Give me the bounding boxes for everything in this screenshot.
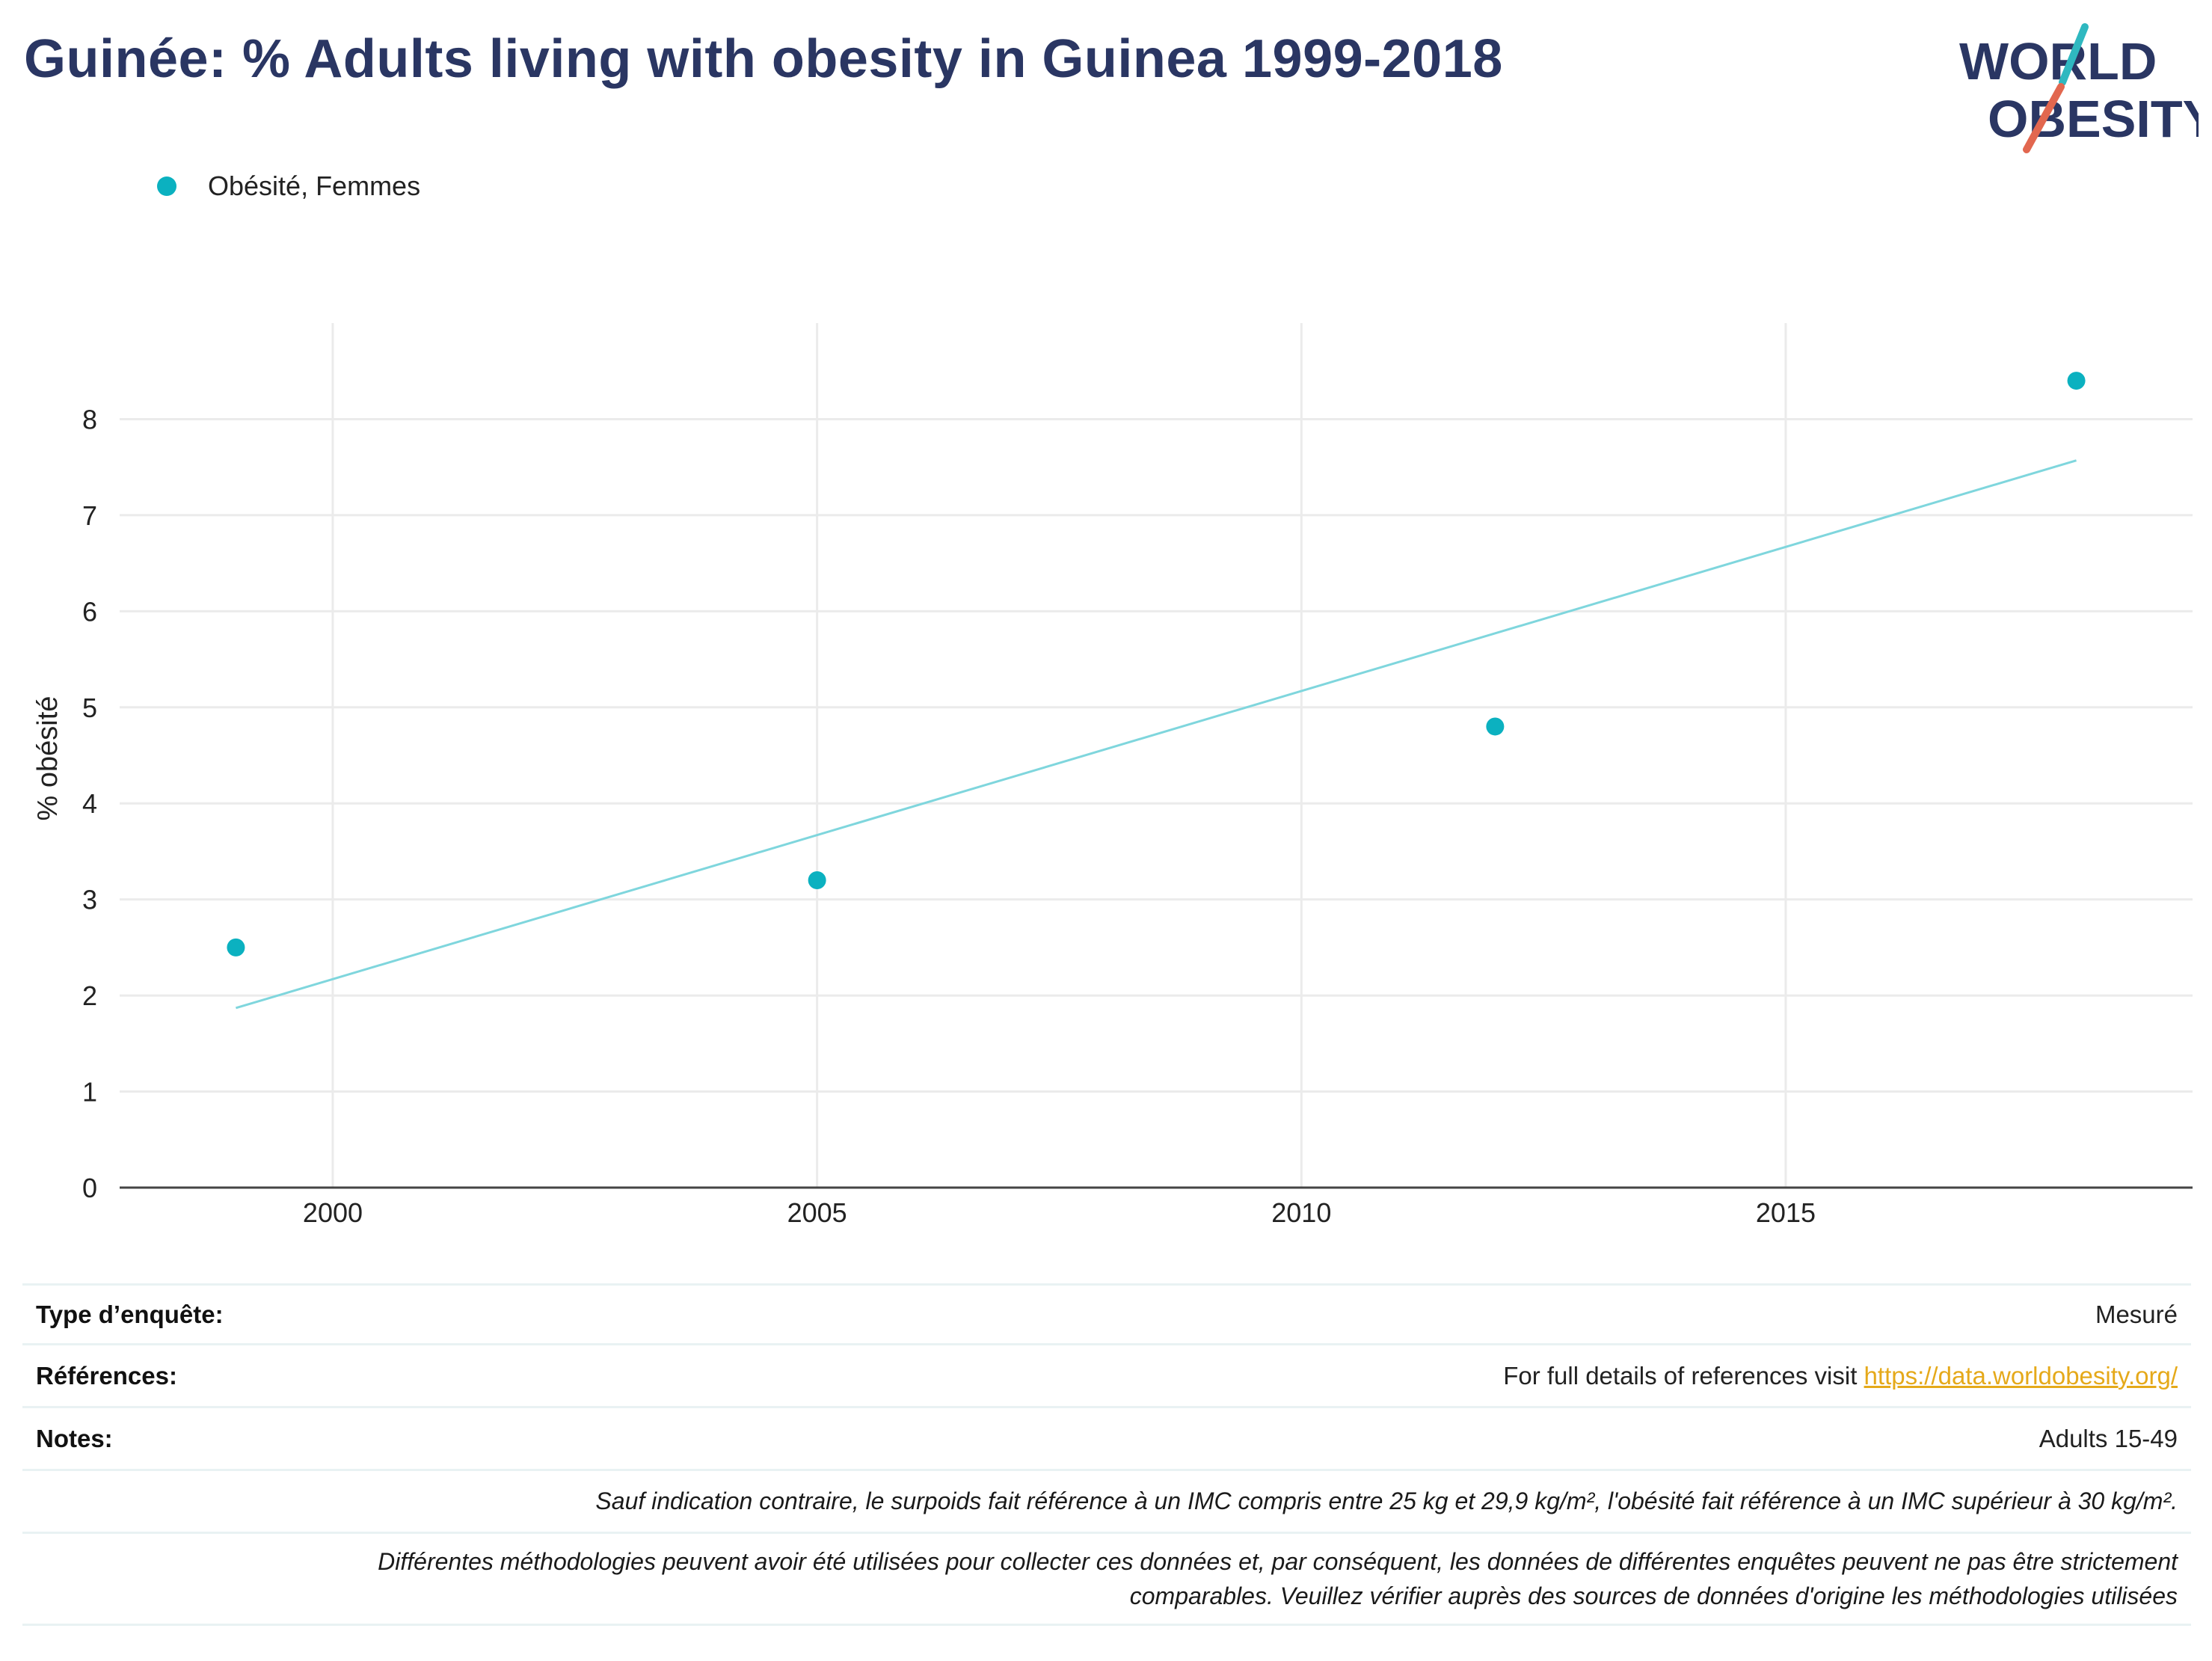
x-tick-label: 2000 [303,1197,363,1228]
data-point [227,938,245,957]
notes-row: Notes: Adults 15-49 [22,1406,2191,1469]
references-row: Références: For full details of referenc… [22,1343,2191,1406]
x-tick-label: 2005 [787,1197,847,1228]
data-point [1486,717,1505,736]
logo-line2: OBESITY [1988,90,2199,148]
world-obesity-logo: WORLD OBESITY [1959,23,2199,153]
trend-line [236,459,2077,1010]
references-value: For full details of references visit htt… [1503,1362,2178,1390]
logo-line1: WORLD [1959,32,2157,90]
chart-footer: Type d’enquête: Mesuré Références: For f… [22,1283,2191,1626]
references-label: Références: [36,1361,177,1390]
y-axis-label: % obésité [32,696,64,821]
x-tick-label: 2015 [1756,1197,1816,1228]
note-1: Sauf indication contraire, le surpoids f… [595,1487,2178,1514]
note-row-2: Différentes méthodologies peuvent avoir … [22,1532,2191,1626]
references-text: For full details of references visit [1503,1361,1864,1390]
note-2-line-2: comparables. Veuillez vérifier auprès de… [1129,1582,2178,1609]
note-2-line-1: Différentes méthodologies peuvent avoir … [378,1548,2178,1575]
y-tick-label: 6 [82,596,97,627]
x-tick-label: 2010 [1271,1197,1331,1228]
y-tick-label: 0 [82,1173,97,1203]
survey-type-row: Type d’enquête: Mesuré [22,1283,2191,1343]
y-tick-label: 4 [82,788,97,819]
scatter-chart: 0 1 2 3 4 5 6 7 8 2000 2005 2010 2015 % obésité [32,323,2193,1228]
notes-label: Notes: [36,1424,113,1452]
legend-label: Obésité, Femmes [208,171,421,201]
data-point [2067,372,2086,390]
notes-value: Adults 15-49 [2039,1424,2178,1452]
data-point [808,871,826,889]
references-link[interactable]: https://data.worldobesity.org/ [1864,1361,2178,1390]
y-tick-label: 8 [82,404,97,435]
y-tick-label: 3 [82,885,97,915]
survey-type-value: Mesuré [2095,1300,2178,1328]
y-tick-label: 2 [82,980,97,1011]
survey-type-label: Type d’enquête: [36,1300,224,1328]
y-tick-label: 1 [82,1077,97,1108]
legend: Obésité, Femmes [157,171,420,202]
chart-title: Guinée: % Adults living with obesity in … [24,29,1503,89]
note-row-1: Sauf indication contraire, le surpoids f… [22,1469,2191,1532]
y-tick-label: 5 [82,693,97,723]
legend-marker [157,176,176,196]
y-tick-label: 7 [82,500,97,531]
